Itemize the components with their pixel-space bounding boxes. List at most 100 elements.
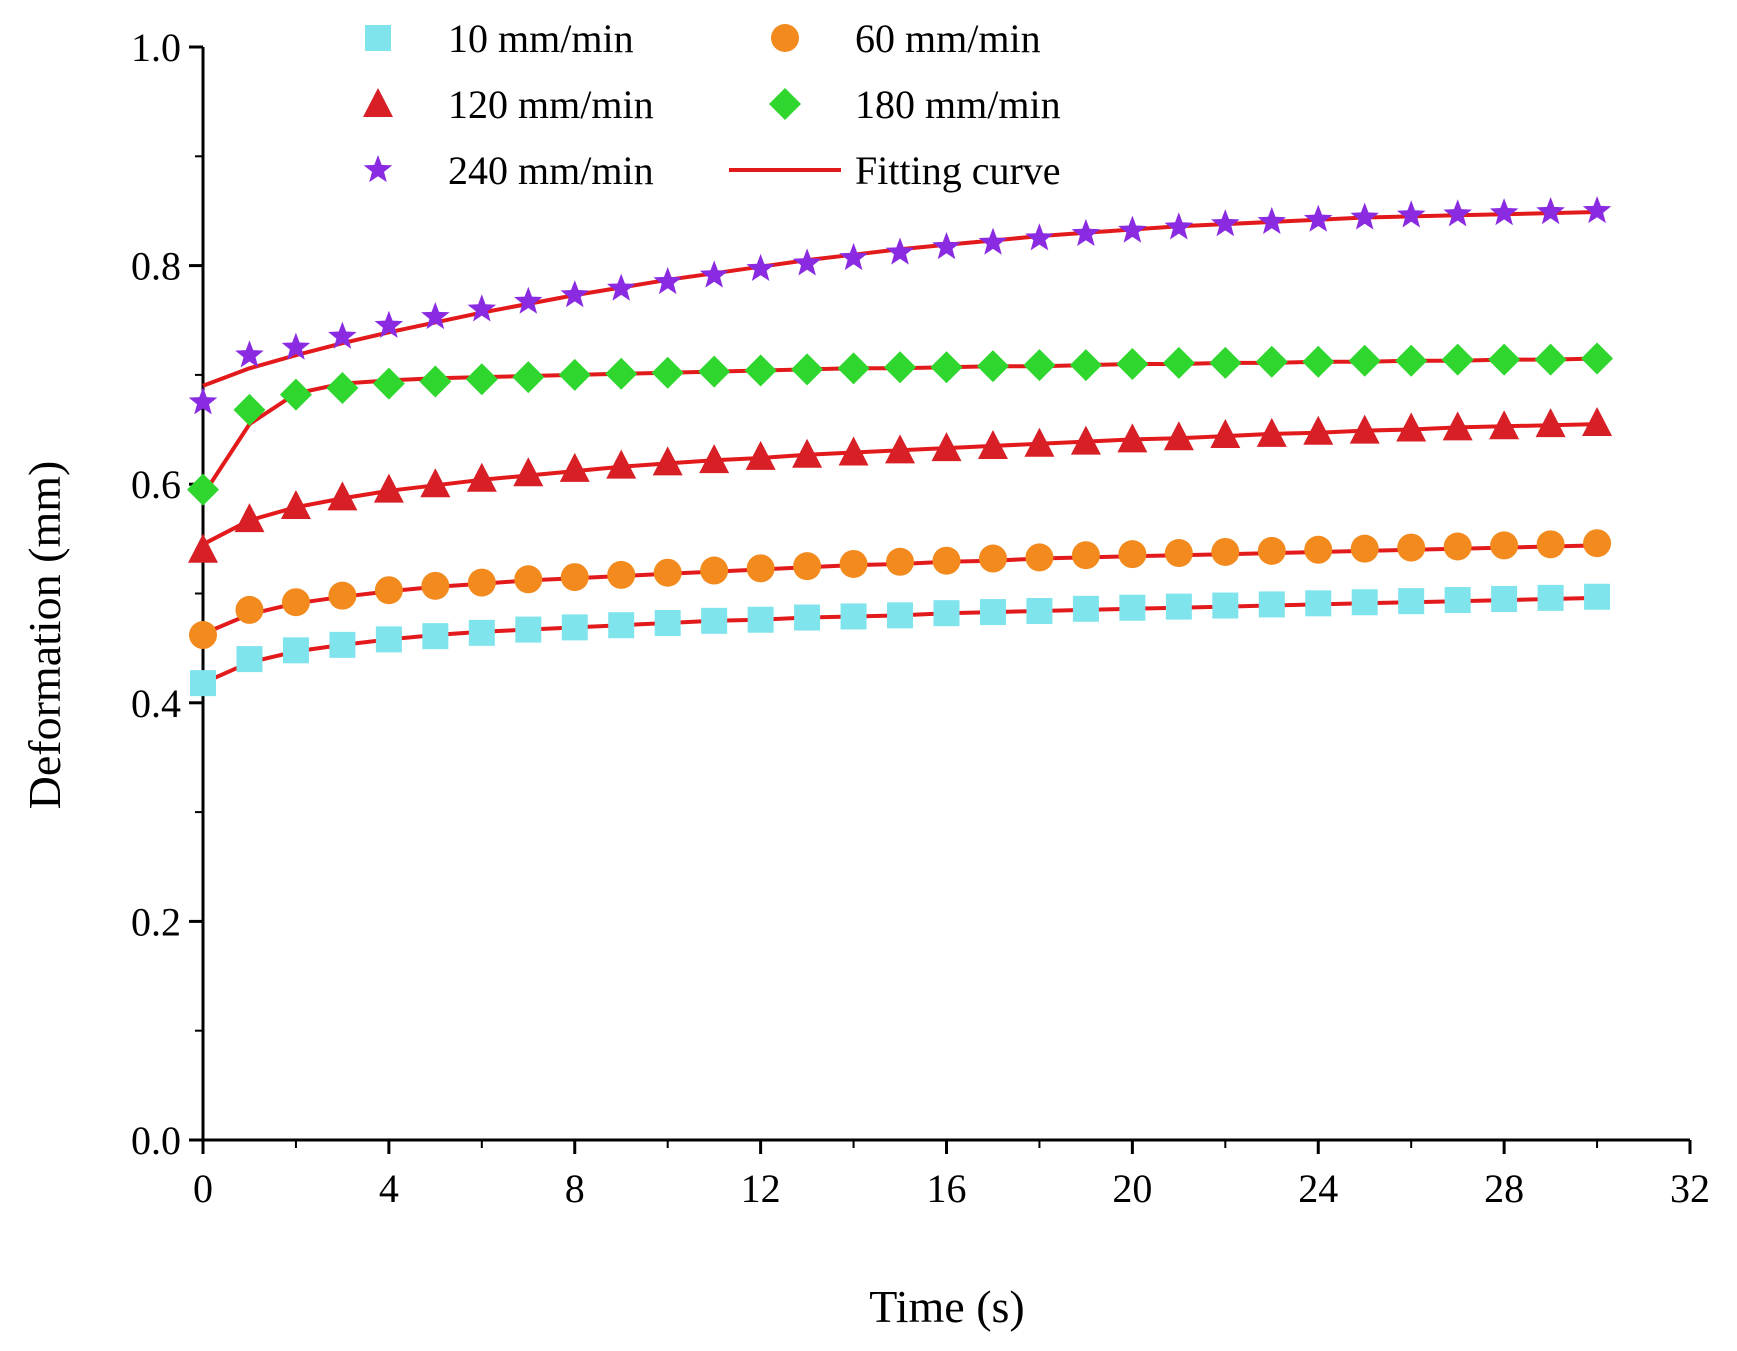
data-point xyxy=(1118,540,1147,569)
data-point xyxy=(328,321,357,349)
data-point xyxy=(1350,202,1379,230)
series-10-mm-min xyxy=(190,583,1611,697)
data-point xyxy=(1165,593,1192,620)
data-point xyxy=(1583,529,1612,558)
data-point xyxy=(931,432,962,462)
data-point xyxy=(1536,197,1565,225)
data-point xyxy=(375,626,402,653)
data-point xyxy=(374,576,403,605)
data-point xyxy=(188,387,218,415)
y-tick-label: 0.2 xyxy=(131,899,181,944)
data-point xyxy=(422,623,449,650)
data-point xyxy=(1164,212,1194,240)
data-point xyxy=(978,544,1007,573)
data-point xyxy=(1257,206,1286,234)
data-point xyxy=(234,503,265,533)
legend-item: 10 mm/min xyxy=(365,16,634,61)
data-point xyxy=(1163,421,1194,451)
data-point xyxy=(652,446,683,476)
data-point xyxy=(1443,532,1472,561)
data-point xyxy=(560,563,589,592)
data-point xyxy=(837,352,870,385)
legend-label: 10 mm/min xyxy=(448,16,634,61)
x-tick-label: 0 xyxy=(193,1166,213,1211)
data-point xyxy=(933,600,960,627)
data-point xyxy=(1304,204,1333,232)
data-point xyxy=(886,547,915,576)
data-point xyxy=(1582,406,1613,436)
legend-item: 120 mm/min xyxy=(363,82,654,127)
legend-label: Fitting curve xyxy=(855,148,1061,193)
data-point xyxy=(513,457,544,487)
data-point xyxy=(838,436,869,466)
data-point xyxy=(1071,218,1101,246)
x-tick-label: 24 xyxy=(1298,1166,1338,1211)
series-60-mm-min xyxy=(189,529,1612,650)
data-point xyxy=(1023,349,1056,382)
x-tick-label: 32 xyxy=(1670,1166,1710,1211)
data-point xyxy=(467,568,496,597)
legend-item: 240 mm/min xyxy=(363,148,654,193)
data-point xyxy=(792,248,822,276)
data-point xyxy=(1212,592,1239,619)
data-point xyxy=(190,670,216,697)
data-point xyxy=(1489,198,1519,226)
data-point xyxy=(189,621,217,650)
data-point xyxy=(1488,343,1521,376)
data-point xyxy=(930,351,963,384)
data-point xyxy=(466,462,497,492)
data-point xyxy=(326,372,359,405)
data-point xyxy=(420,468,451,498)
data-point xyxy=(514,565,543,594)
data-point xyxy=(1395,344,1428,377)
data-point xyxy=(1024,427,1055,457)
data-point xyxy=(1164,539,1193,568)
data-point xyxy=(1348,344,1381,377)
data-point xyxy=(1398,588,1425,615)
data-point xyxy=(279,378,312,411)
data-point xyxy=(1255,345,1288,378)
data-point xyxy=(235,340,264,368)
data-point xyxy=(327,481,358,511)
y-axis-ticks: 0.0 0.2 0.4 0.6 0.8 1.0 xyxy=(131,25,203,1163)
legend-item: Fitting curve xyxy=(729,148,1061,193)
y-tick-label: 1.0 xyxy=(131,25,181,70)
data-point xyxy=(1258,591,1285,618)
data-point xyxy=(1302,345,1335,378)
data-point xyxy=(1396,412,1427,442)
x-axis-label: Time (s) xyxy=(869,1281,1025,1332)
data-point xyxy=(1070,425,1101,455)
series-240-mm-min xyxy=(188,196,1612,415)
data-point xyxy=(465,363,498,396)
data-point xyxy=(372,367,405,400)
data-point xyxy=(1441,343,1474,376)
data-point xyxy=(515,616,542,643)
data-point xyxy=(839,549,868,578)
data-point xyxy=(651,356,684,389)
data-point xyxy=(1584,583,1611,610)
data-point xyxy=(328,581,357,610)
data-point xyxy=(1351,589,1378,616)
data-point xyxy=(699,444,730,474)
data-point xyxy=(468,619,495,646)
data-point xyxy=(1490,531,1519,560)
legend-marker xyxy=(365,25,391,51)
data-point xyxy=(698,355,731,388)
data-point xyxy=(512,361,545,394)
data-point xyxy=(282,637,309,664)
y-tick-label: 0.0 xyxy=(131,1118,181,1163)
data-point xyxy=(421,571,450,600)
data-point xyxy=(607,273,636,301)
data-point xyxy=(233,393,266,426)
data-point xyxy=(840,603,867,630)
data-point xyxy=(792,438,823,468)
data-point xyxy=(1162,346,1195,379)
data-point xyxy=(1491,585,1518,612)
legend: 10 mm/min 60 mm/min 120 mm/min 180 mm/min 24… xyxy=(363,16,1061,193)
data-point xyxy=(1256,417,1287,447)
data-point xyxy=(1116,347,1149,380)
data-point xyxy=(605,357,638,390)
legend-label: 120 mm/min xyxy=(448,82,654,127)
data-point xyxy=(561,614,588,641)
data-point xyxy=(887,602,914,629)
